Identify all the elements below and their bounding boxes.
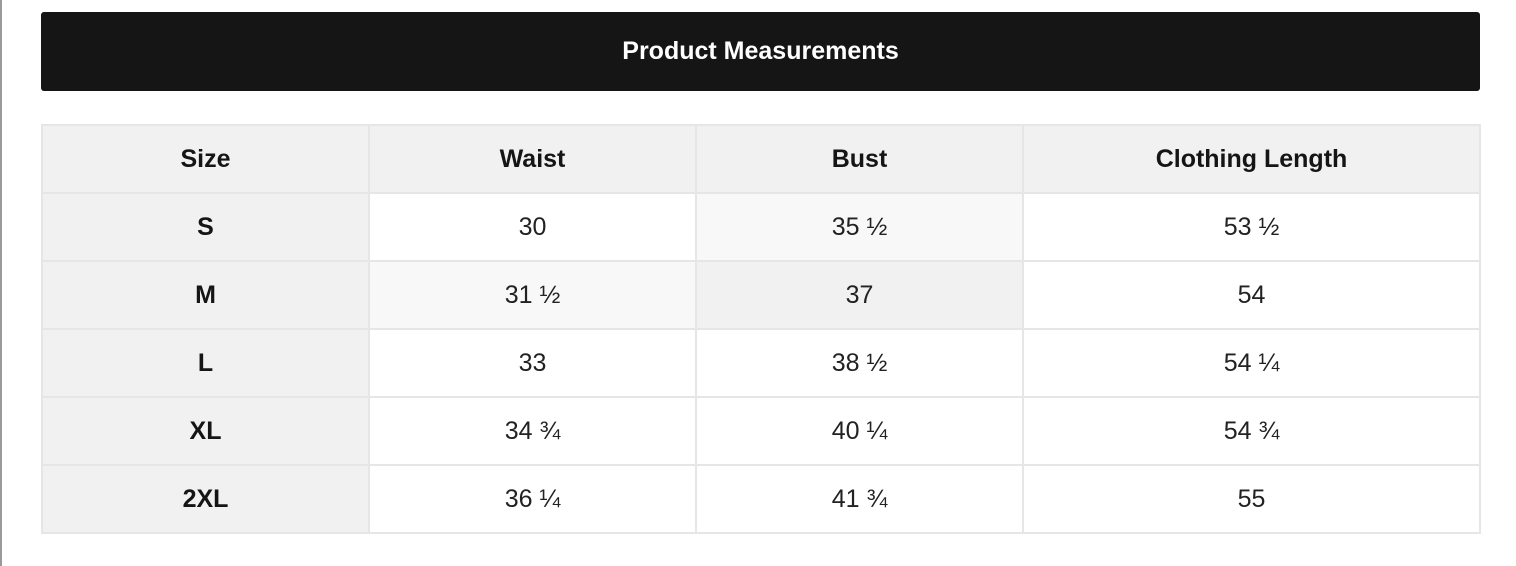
length-cell: 54 ¼ [1022, 328, 1481, 398]
bust-cell: 41 ¾ [695, 464, 1024, 534]
length-cell: 54 ¾ [1022, 396, 1481, 466]
waist-cell: 36 ¼ [368, 464, 697, 534]
table-row: S 30 35 ½ 53 ½ [41, 192, 1481, 262]
page-title: Product Measurements [41, 12, 1480, 91]
waist-cell: 34 ¾ [368, 396, 697, 466]
bust-cell: 37 [695, 260, 1024, 330]
header-size: Size [41, 124, 370, 194]
size-cell: M [41, 260, 370, 330]
length-cell: 54 [1022, 260, 1481, 330]
table-row: XL 34 ¾ 40 ¼ 54 ¾ [41, 396, 1481, 466]
waist-cell: 30 [368, 192, 697, 262]
length-cell: 55 [1022, 464, 1481, 534]
size-cell: 2XL [41, 464, 370, 534]
table-row: L 33 38 ½ 54 ¼ [41, 328, 1481, 398]
left-edge-divider [0, 0, 2, 566]
length-cell: 53 ½ [1022, 192, 1481, 262]
size-cell: L [41, 328, 370, 398]
header-row: Size Waist Bust Clothing Length [41, 124, 1481, 194]
size-cell: XL [41, 396, 370, 466]
table-row: 2XL 36 ¼ 41 ¾ 55 [41, 464, 1481, 534]
bust-cell: 38 ½ [695, 328, 1024, 398]
bust-cell: 40 ¼ [695, 396, 1024, 466]
table-row: M 31 ½ 37 54 [41, 260, 1481, 330]
measurements-table: Size Waist Bust Clothing Length S 30 35 … [41, 124, 1481, 534]
header-bust: Bust [695, 124, 1024, 194]
header-waist: Waist [368, 124, 697, 194]
bust-cell: 35 ½ [695, 192, 1024, 262]
header-clothing-length: Clothing Length [1022, 124, 1481, 194]
waist-cell: 33 [368, 328, 697, 398]
size-cell: S [41, 192, 370, 262]
waist-cell: 31 ½ [368, 260, 697, 330]
